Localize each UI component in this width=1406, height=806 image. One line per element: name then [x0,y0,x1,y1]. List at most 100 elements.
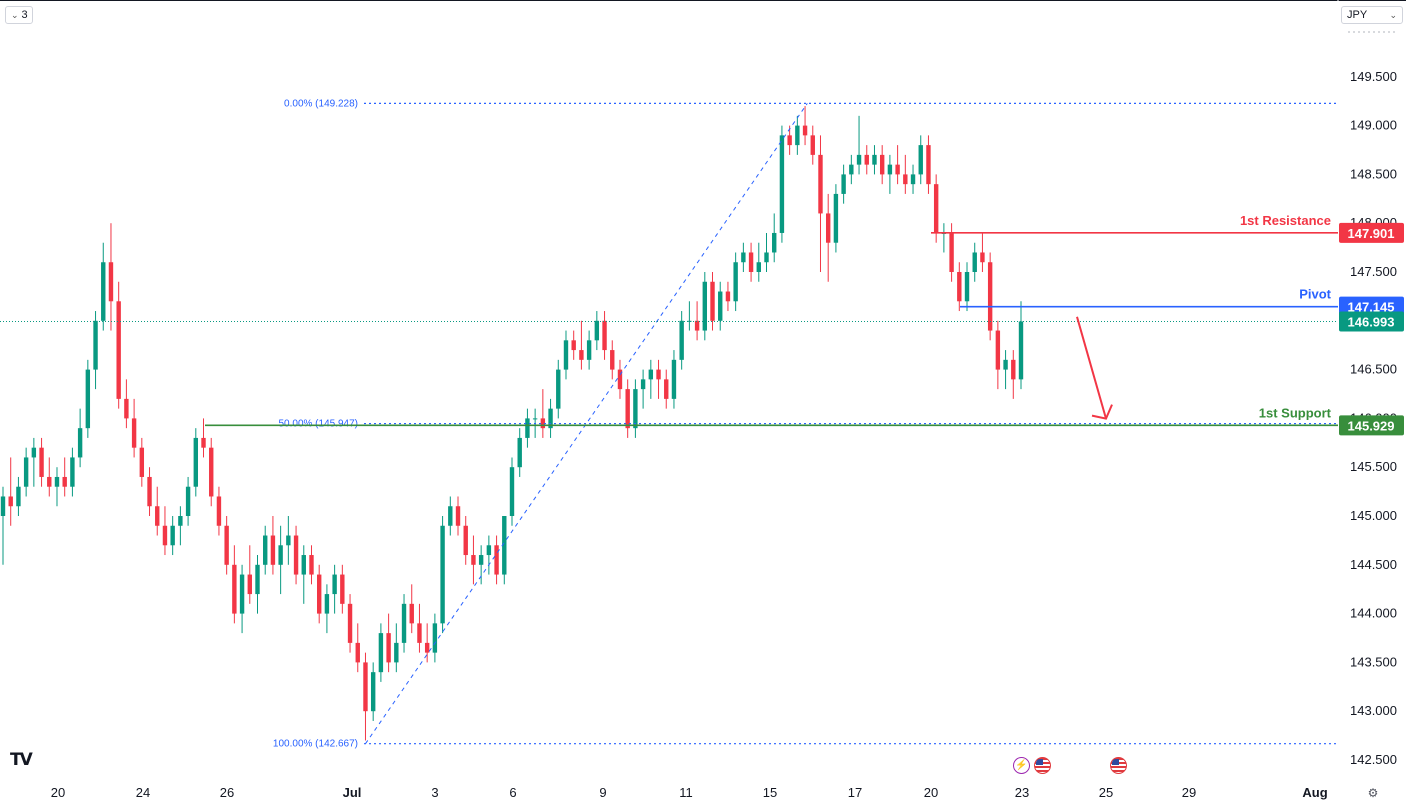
price-tag: 147.901 [1339,222,1404,243]
candle-body [1003,359,1008,370]
price-tick-label: 148.500 [1350,166,1397,181]
candle-body [340,574,345,604]
candle [463,516,468,565]
candle-body [625,389,630,429]
candle-body [355,642,360,663]
fib-trend-line [365,103,808,744]
candle [941,223,947,253]
candle [370,662,376,721]
candle [856,115,862,175]
candle-body [216,496,222,526]
price-tick-label: 143.500 [1350,654,1397,669]
candle [263,525,268,575]
candle [62,457,67,497]
candle [478,545,484,585]
candle [625,379,630,438]
candle-body [610,350,615,370]
interval-dropdown[interactable]: ⌄ 3 [5,6,33,24]
projection-arrow-shaft [1076,316,1107,419]
candle-body [170,525,175,546]
candle-body [247,574,252,595]
price-tick-label: 149.000 [1350,118,1397,133]
candle [23,447,29,497]
candle-body [525,418,530,438]
candle-body [394,642,399,663]
candle [648,359,654,399]
candle [987,252,993,341]
candle [155,486,160,536]
candle [841,164,846,204]
candle-body [23,457,29,487]
candle [124,379,129,429]
candle-body [579,350,584,360]
candle [178,506,183,546]
candle [286,516,291,565]
candle-body [85,369,91,429]
candle [448,496,453,536]
candle [293,525,299,585]
candle [818,135,823,272]
candle [355,623,360,673]
candle-body [926,145,931,185]
candle [486,535,492,575]
candle-body [478,555,484,565]
candle [39,437,44,487]
candle-body [748,252,754,272]
time-tick-label: 20 [924,785,938,800]
price-tag-bg [1339,311,1404,332]
candle-body [494,545,499,575]
candle-body [116,301,121,399]
candle-body [301,555,306,575]
candle-body [733,262,738,302]
candle-body [556,369,561,409]
candle-body [957,272,962,302]
candle-body [718,291,723,321]
candle-body [162,525,168,546]
candle [347,594,353,653]
time-tick-label: 29 [1182,785,1196,800]
candle-body [563,340,569,370]
candle-body [16,486,21,507]
price-tag-label: 145.929 [1348,418,1395,433]
candle-body [741,252,746,263]
us-flag-event-icon[interactable] [1110,757,1127,774]
candle-body [856,154,862,165]
candle-body [101,262,106,321]
candle-body [270,535,276,565]
candle-body [263,535,268,565]
candle-body [131,418,137,448]
candle [502,516,507,585]
time-tick-label: 23 [1015,785,1029,800]
us-flag-event-icon[interactable] [1034,757,1051,774]
candle-body [54,476,60,487]
candle [455,496,461,536]
candle [887,154,893,194]
candle [687,301,692,331]
level-label: Pivot [1299,287,1331,302]
price-tag-label: 147.145 [1348,300,1395,315]
price-tag: 145.929 [1339,415,1404,436]
candle-body [147,476,152,507]
candle [8,457,13,526]
candle-body [155,506,160,526]
candle-body [278,545,283,565]
candle-body [571,340,576,351]
candle [324,584,330,634]
currency-dropdown[interactable]: JPY ⌄ [1341,6,1403,24]
candle-body [324,594,330,614]
event-lightning-icon[interactable]: ⚡ [1013,757,1030,774]
candle-body [764,252,769,263]
candle [617,359,623,399]
candle-body [694,320,700,331]
candle-body [617,369,623,390]
candle-body [424,642,430,653]
candle-body [1018,321,1024,380]
candle [710,272,715,331]
candle [209,437,214,507]
currency-label: JPY [1347,9,1368,21]
candle-body [293,535,299,575]
candle [247,545,252,604]
candle [131,398,137,458]
settings-gear-icon[interactable]: ⚙ [1367,786,1379,800]
